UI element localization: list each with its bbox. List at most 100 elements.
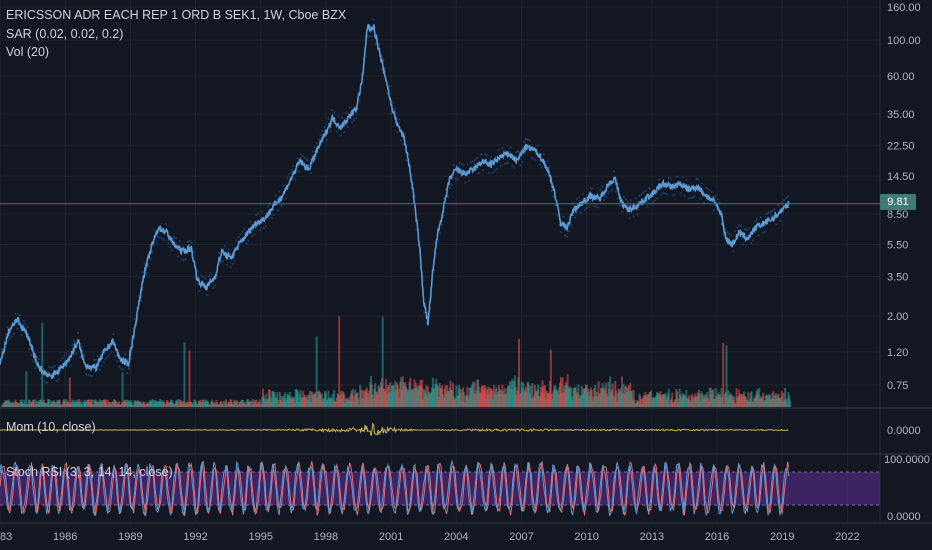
sar-dot [32, 360, 35, 363]
sar-dot [393, 107, 397, 110]
sar-dot [593, 204, 596, 208]
sar-dot [202, 275, 205, 279]
sar-dot [286, 176, 289, 180]
sar-dot [591, 187, 594, 190]
volume-bar [758, 387, 761, 407]
sar-dot [468, 179, 471, 182]
sar-dot [397, 118, 401, 121]
sar-dot [522, 140, 526, 143]
sar-dot [767, 211, 770, 214]
sar-dot [126, 371, 129, 374]
sar-dot [749, 241, 753, 245]
volume-bar [320, 393, 323, 407]
volume-bar [92, 400, 95, 407]
sar-dot [16, 327, 19, 330]
sar-dot [200, 274, 203, 277]
sar-dot [348, 106, 352, 109]
sar-dot [4, 333, 7, 336]
volume-bar [47, 399, 50, 407]
sar-dot [102, 361, 105, 364]
momentum-line [0, 422, 789, 436]
sar-dot [640, 193, 643, 196]
sar-dot [303, 156, 307, 160]
sar-dot [260, 210, 264, 213]
sar-dot [45, 381, 49, 384]
sar-dot [159, 236, 162, 239]
sar-dot [515, 151, 518, 154]
volume-bar [269, 396, 272, 407]
sar-dot [53, 364, 56, 367]
sar-dot [479, 153, 483, 156]
sar-dot [374, 42, 377, 46]
volume-bar [202, 399, 205, 407]
sar-dot [337, 115, 340, 118]
time-tick-label: 2004 [444, 531, 468, 543]
sar-dot [775, 223, 778, 226]
volume-bar [25, 371, 28, 407]
sar-dot [147, 265, 150, 268]
volume-bar [385, 378, 388, 407]
price-tick-label: 160.00 [887, 2, 921, 14]
sar-dot [679, 192, 682, 195]
sar-dot [225, 263, 228, 266]
sar-dot [251, 235, 254, 238]
sar-dot [12, 332, 15, 335]
time-tick-label: 2016 [705, 531, 729, 543]
sar-dot [214, 284, 217, 287]
sar-dot [569, 224, 573, 228]
sar-dot [738, 223, 741, 227]
sar-dot [610, 188, 614, 192]
sar-dot [96, 355, 99, 358]
time-tick-label: 2013 [640, 531, 664, 543]
sar-dot [642, 191, 645, 194]
sar-dot [67, 350, 70, 353]
sar-dot [509, 146, 512, 149]
volume-bar [109, 402, 112, 407]
sar-dot [736, 226, 739, 229]
sar-dot [667, 176, 670, 179]
volume-bars [1, 316, 792, 407]
sar-dot [86, 373, 90, 376]
sar-dot [697, 178, 700, 181]
sar-dot [292, 165, 295, 168]
sar-dot [567, 230, 571, 233]
sar-dot [235, 239, 238, 242]
sar-dot [628, 216, 631, 220]
sar-dot [489, 155, 492, 159]
sar-dot [624, 198, 627, 201]
sar-dot [423, 311, 426, 314]
sar-dot [548, 166, 551, 169]
sar-dot [196, 270, 199, 273]
volume-bar [725, 345, 728, 407]
time-tick-label: 2019 [770, 531, 794, 543]
sar-dot [573, 216, 577, 219]
sar-dot [652, 201, 655, 204]
sar-dot [607, 192, 610, 195]
sar-dot [311, 150, 314, 153]
sar-dot [319, 133, 322, 137]
sar-dot [745, 229, 749, 232]
time-tick-label: 1992 [183, 531, 207, 543]
sar-dot [503, 163, 506, 166]
sar-dot [352, 118, 356, 122]
sar-dot [302, 155, 305, 158]
time-tick-label: 1986 [53, 531, 77, 543]
sar-dot [763, 230, 766, 233]
sar-dot [39, 377, 43, 380]
sar-dot [474, 158, 477, 161]
sar-dot [507, 161, 510, 164]
sar-dot [368, 35, 371, 38]
sar-dot [675, 175, 678, 179]
sar-dot [153, 229, 156, 232]
volume-bar [518, 338, 521, 407]
sar-dot [589, 186, 592, 190]
sar-dot [280, 204, 283, 207]
sar-dot [157, 236, 160, 239]
sar-dot [786, 195, 790, 198]
sar-dot [186, 240, 189, 243]
sar-dot [601, 185, 604, 188]
volume-bar [297, 392, 300, 407]
sar-dot [544, 173, 547, 176]
sar-dot [182, 258, 185, 261]
